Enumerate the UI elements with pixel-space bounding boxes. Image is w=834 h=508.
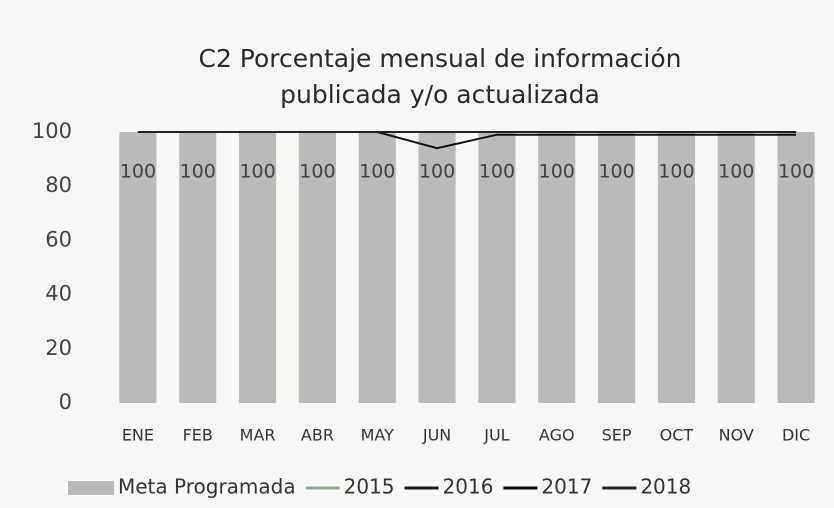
bar <box>777 132 815 403</box>
bar <box>358 132 396 403</box>
bar <box>538 132 576 403</box>
x-tick-label: ENE <box>122 426 154 445</box>
x-tick-label: JUN <box>422 426 451 445</box>
data-label: 100 <box>120 161 156 183</box>
x-tick-label: SEP <box>602 426 632 445</box>
data-label: 100 <box>778 161 814 183</box>
y-tick-label: 60 <box>45 227 72 251</box>
bar <box>239 132 277 403</box>
chart-title: C2 Porcentaje mensual de información <box>199 44 682 73</box>
bar <box>298 132 336 403</box>
bar <box>717 132 755 403</box>
bar <box>418 132 456 403</box>
data-label: 100 <box>419 161 455 183</box>
x-tick-label: JUL <box>483 426 509 445</box>
x-tick-label: AGO <box>539 426 575 445</box>
data-label: 100 <box>479 161 515 183</box>
legend-label: 2018 <box>640 475 691 499</box>
bar <box>179 132 217 403</box>
y-tick-label: 80 <box>45 173 72 197</box>
legend-label: 2016 <box>443 475 494 499</box>
x-tick-label: NOV <box>719 426 754 445</box>
data-label: 100 <box>658 161 694 183</box>
x-tick-label: MAR <box>240 426 276 445</box>
data-label: 100 <box>539 161 575 183</box>
x-tick-label: FEB <box>183 426 213 445</box>
y-tick-label: 0 <box>59 390 72 414</box>
chart-title: publicada y/o actualizada <box>280 80 600 109</box>
legend-swatch <box>68 481 114 495</box>
y-tick-label: 40 <box>45 282 72 306</box>
data-label: 100 <box>359 161 395 183</box>
x-tick-label: OCT <box>660 426 694 445</box>
legend-label: 2015 <box>344 475 395 499</box>
bar <box>657 132 695 403</box>
x-tick-label: MAY <box>361 426 395 445</box>
data-label: 100 <box>299 161 335 183</box>
y-tick-label: 20 <box>45 336 72 360</box>
x-tick-label: ABR <box>301 426 334 445</box>
y-tick-label: 100 <box>32 119 72 143</box>
x-tick-label: DIC <box>782 426 810 445</box>
bar <box>598 132 636 403</box>
data-label: 100 <box>180 161 216 183</box>
bar <box>478 132 516 403</box>
legend-label: Meta Programada <box>118 475 296 499</box>
data-label: 100 <box>598 161 634 183</box>
bar <box>119 132 157 403</box>
legend-label: 2017 <box>541 475 592 499</box>
data-label: 100 <box>239 161 275 183</box>
data-label: 100 <box>718 161 754 183</box>
